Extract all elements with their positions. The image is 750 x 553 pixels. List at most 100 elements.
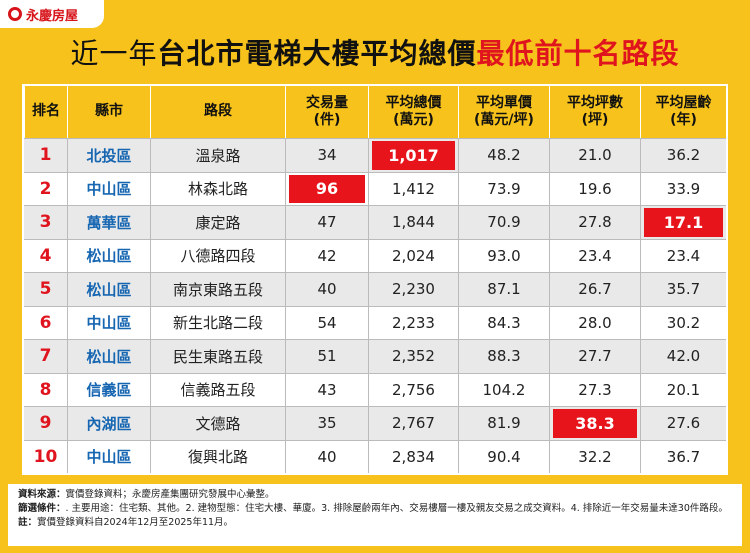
title-main: 台北市電梯大樓平均總價 — [157, 37, 477, 70]
header-cell: 排名 — [24, 86, 67, 138]
table-cell: 4 — [39, 245, 52, 266]
header-cell: 平均單價 (萬元/坪) — [458, 86, 549, 138]
header-cell: 平均屋齡 (年) — [640, 86, 726, 138]
table-row: 7 松山區 民生東路五段 51 2,352 88.3 27.7 42.0 — [24, 339, 726, 373]
table-cell: 9 — [39, 413, 52, 434]
table-cell: 松山區 — [67, 273, 150, 306]
logo-icon — [8, 7, 22, 21]
table-cell: 中山區 — [67, 172, 150, 205]
table-cell: 2 — [39, 178, 52, 199]
table-cell: 81.9 — [458, 407, 549, 440]
table-cell: 34 — [285, 139, 368, 172]
table-row: 3 萬華區 康定路 47 1,844 70.9 27.8 17.1 — [24, 205, 726, 239]
table-cell: 32.2 — [549, 440, 640, 473]
table-cell: 松山區 — [67, 340, 150, 373]
table-cell: 1 — [39, 145, 52, 166]
note-label: 篩選條件： — [18, 503, 66, 514]
table-cell: 1,017 — [368, 139, 458, 172]
table-row: 2 中山區 林森北路 96 1,412 73.9 19.6 33.9 — [24, 171, 726, 205]
table-cell: 38.3 — [549, 407, 640, 440]
table-cell: 松山區 — [67, 239, 150, 272]
table-cell: 35.7 — [640, 273, 726, 306]
table-cell: 2,352 — [368, 340, 458, 373]
table-cell: 33.9 — [640, 172, 726, 205]
table-cell: 19.6 — [549, 172, 640, 205]
table-cell: 新生北路二段 — [150, 306, 285, 339]
table-cell: 96 — [285, 172, 368, 205]
table: 排名 縣市 路段 交易量 (件) 平均總價 (萬元) 平均單價 (萬元/坪) 平均坪數 (坪… — [22, 84, 728, 475]
table-cell: 36.2 — [640, 139, 726, 172]
table-cell: 北投區 — [67, 139, 150, 172]
table-cell: 2,767 — [368, 407, 458, 440]
table-cell: 中山區 — [67, 440, 150, 473]
note-text: 實價登錄資料自2024年12月至2025年11月。 — [37, 517, 234, 528]
table-cell: 復興北路 — [150, 440, 285, 473]
table-cell: 51 — [285, 340, 368, 373]
table-cell: 南京東路五段 — [150, 273, 285, 306]
table-cell: 93.0 — [458, 239, 549, 272]
table-cell: 內湖區 — [67, 407, 150, 440]
highlight-cell: 38.3 — [553, 409, 637, 438]
table-cell: 27.7 — [549, 340, 640, 373]
logo-text: 永慶房屋 — [26, 8, 79, 24]
table-cell: 文德路 — [150, 407, 285, 440]
highlight-cell: 1,017 — [372, 141, 455, 170]
table-cell: 2,233 — [368, 306, 458, 339]
table-row: 8 信義區 信義路五段 43 2,756 104.2 27.3 20.1 — [24, 372, 726, 406]
header-cell: 平均坪數 (坪) — [549, 86, 640, 138]
table-row: 4 松山區 八德路四段 42 2,024 93.0 23.4 23.4 — [24, 238, 726, 272]
table-cell: 87.1 — [458, 273, 549, 306]
table-cell: 104.2 — [458, 373, 549, 406]
table-cell: 2,230 — [368, 273, 458, 306]
header-cell: 縣市 — [67, 86, 150, 138]
table-cell: 27.8 — [549, 206, 640, 239]
table-cell: 民生東路五段 — [150, 340, 285, 373]
note-text: . 主要用途：住宅類、其他。2. 建物型態：住宅大樓、華廈。3. 排除屋齡兩年內… — [65, 503, 728, 514]
highlight-cell: 96 — [289, 174, 365, 203]
table-cell: 八德路四段 — [150, 239, 285, 272]
title: 近一年台北市電梯大樓平均總價最低前十名路段 — [0, 32, 750, 72]
note: 篩選條件：. 主要用途：住宅類、其他。2. 建物型態：住宅大樓、華廈。3. 排除… — [18, 502, 732, 516]
highlight-cell: 17.1 — [644, 208, 723, 237]
header-row: 排名 縣市 路段 交易量 (件) 平均總價 (萬元) 平均單價 (萬元/坪) 平均坪數 (坪… — [24, 86, 726, 138]
table-cell: 47 — [285, 206, 368, 239]
table-cell: 6 — [39, 312, 52, 333]
note-text: 實價登錄資料；永慶房產集團研究發展中心彙整。 — [65, 489, 275, 500]
table-cell: 27.6 — [640, 407, 726, 440]
title-prefix: 近一年 — [70, 37, 158, 70]
table-cell: 7 — [39, 346, 52, 367]
header-cell: 平均總價 (萬元) — [368, 86, 458, 138]
table-cell: 84.3 — [458, 306, 549, 339]
table-cell: 23.4 — [549, 239, 640, 272]
table-cell: 54 — [285, 306, 368, 339]
table-cell: 27.3 — [549, 373, 640, 406]
table-row: 6 中山區 新生北路二段 54 2,233 84.3 28.0 30.2 — [24, 305, 726, 339]
table-cell: 43 — [285, 373, 368, 406]
table-cell: 3 — [39, 212, 52, 233]
note: 資料來源：實價登錄資料；永慶房產集團研究發展中心彙整。 — [18, 488, 732, 502]
table-cell: 70.9 — [458, 206, 549, 239]
table-cell: 中山區 — [67, 306, 150, 339]
table-cell: 1,844 — [368, 206, 458, 239]
table-cell: 30.2 — [640, 306, 726, 339]
table-row: 1 北投區 溫泉路 34 1,017 48.2 21.0 36.2 — [24, 138, 726, 172]
table-cell: 信義區 — [67, 373, 150, 406]
note-label: 資料來源： — [18, 489, 66, 500]
table-cell: 21.0 — [549, 139, 640, 172]
table-cell: 36.7 — [640, 440, 726, 473]
table-cell: 35 — [285, 407, 368, 440]
logo: 永慶房屋 — [0, 0, 104, 28]
table-cell: 88.3 — [458, 340, 549, 373]
table-row: 10 中山區 復興北路 40 2,834 90.4 32.2 36.7 — [24, 439, 726, 473]
table-cell: 40 — [285, 273, 368, 306]
table-cell: 10 — [33, 446, 58, 467]
table-cell: 28.0 — [549, 306, 640, 339]
header-cell: 交易量 (件) — [285, 86, 368, 138]
table-cell: 康定路 — [150, 206, 285, 239]
table-cell: 2,024 — [368, 239, 458, 272]
table-cell: 90.4 — [458, 440, 549, 473]
notes: 資料來源：實價登錄資料；永慶房產集團研究發展中心彙整。 篩選條件：. 主要用途：住… — [8, 484, 742, 546]
note-label: 註： — [18, 517, 38, 528]
note: 註：實價登錄資料自2024年12月至2025年11月。 — [18, 516, 732, 530]
